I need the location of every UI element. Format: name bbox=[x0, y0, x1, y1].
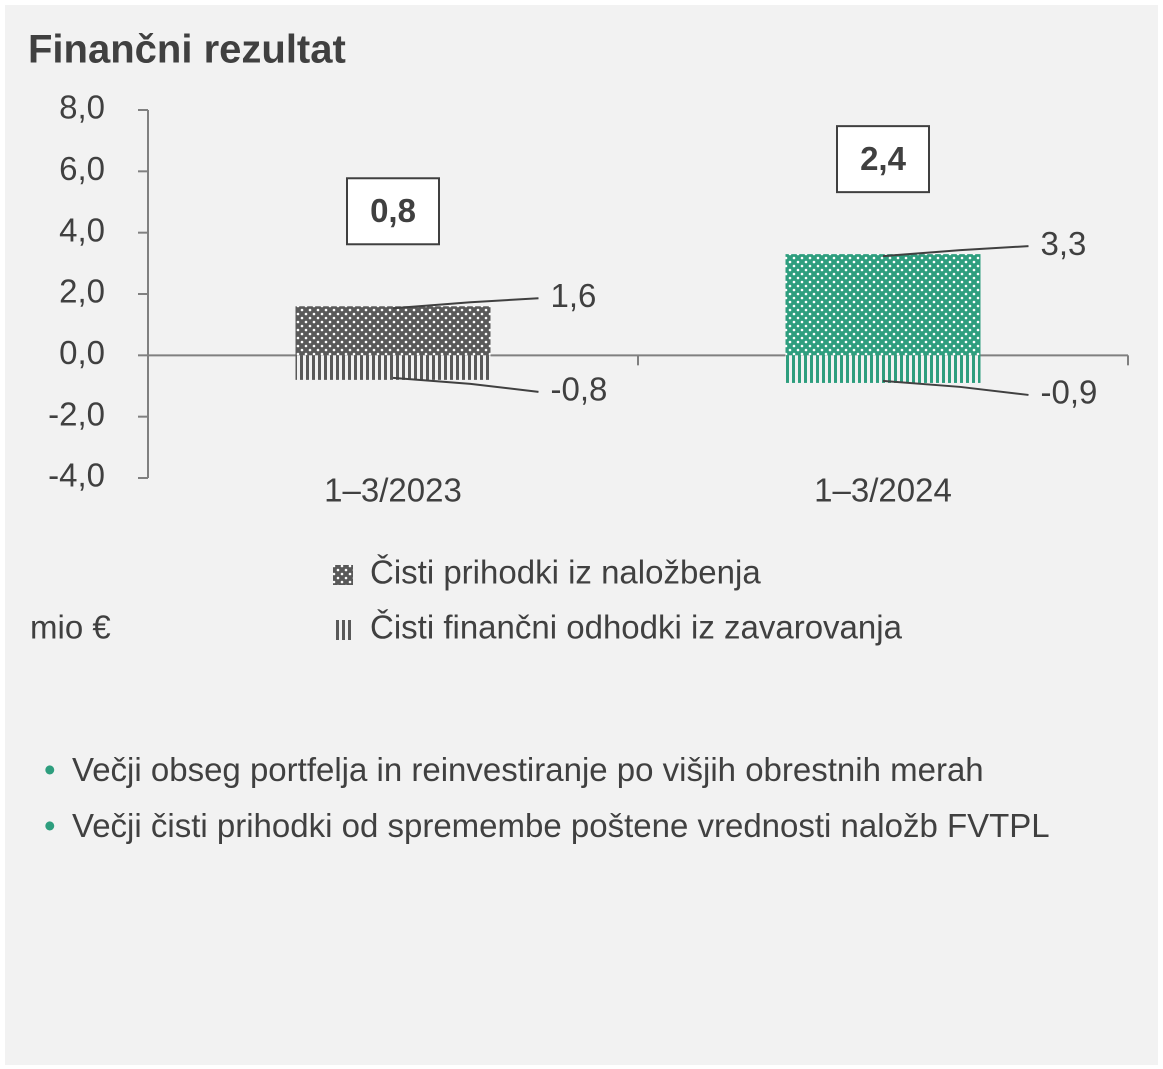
y-tick-label: 0,0 bbox=[59, 334, 105, 371]
leader-line bbox=[882, 379, 1029, 396]
bar bbox=[295, 306, 491, 356]
notes: Večji obseg portfelja in reinvestiranje … bbox=[40, 742, 1120, 854]
total-label: 2,4 bbox=[860, 140, 907, 177]
note: Večji čisti prihodki od spremembe pošten… bbox=[40, 798, 1120, 854]
chart: Finančni rezultat mio € -4,0 -2,0 0,0 2,0 4,… bbox=[28, 28, 1129, 646]
data-label: -0,8 bbox=[551, 371, 608, 408]
chart-title: Finančni rezultat bbox=[28, 28, 346, 72]
data-label: 1,6 bbox=[551, 277, 597, 314]
y-tick-label: 8,0 bbox=[59, 89, 105, 126]
note: Večji obseg portfelja in reinvestiranje … bbox=[40, 742, 1120, 798]
legend-swatch bbox=[333, 565, 353, 585]
y-tick-label: 4,0 bbox=[59, 211, 105, 248]
bar bbox=[785, 355, 981, 383]
leader-line bbox=[392, 376, 539, 393]
total-label: 0,8 bbox=[370, 192, 416, 229]
legend-label: Čisti prihodki iz naložbenja bbox=[370, 554, 761, 591]
y-tick-label: 6,0 bbox=[59, 150, 105, 187]
leader-line bbox=[392, 297, 539, 310]
y-tick-label: -4,0 bbox=[48, 457, 105, 494]
legend-label: Čisti finančni odhodki iz zavarovanja bbox=[370, 609, 903, 646]
bar bbox=[785, 254, 981, 356]
total-box bbox=[346, 177, 440, 246]
data-label: -0,9 bbox=[1041, 374, 1098, 411]
total-box bbox=[836, 125, 930, 194]
legend-swatch bbox=[333, 620, 353, 640]
x-tick-label: 1–3/2024 bbox=[814, 472, 952, 509]
y-tick-label: -2,0 bbox=[48, 395, 105, 432]
y-tick-label: 2,0 bbox=[59, 273, 105, 310]
unit-label: mio € bbox=[30, 609, 111, 646]
bar bbox=[295, 355, 491, 380]
leader-line bbox=[882, 245, 1029, 258]
data-label: 3,3 bbox=[1041, 225, 1087, 262]
panel bbox=[5, 5, 1158, 1065]
x-tick-label: 1–3/2023 bbox=[324, 472, 462, 509]
